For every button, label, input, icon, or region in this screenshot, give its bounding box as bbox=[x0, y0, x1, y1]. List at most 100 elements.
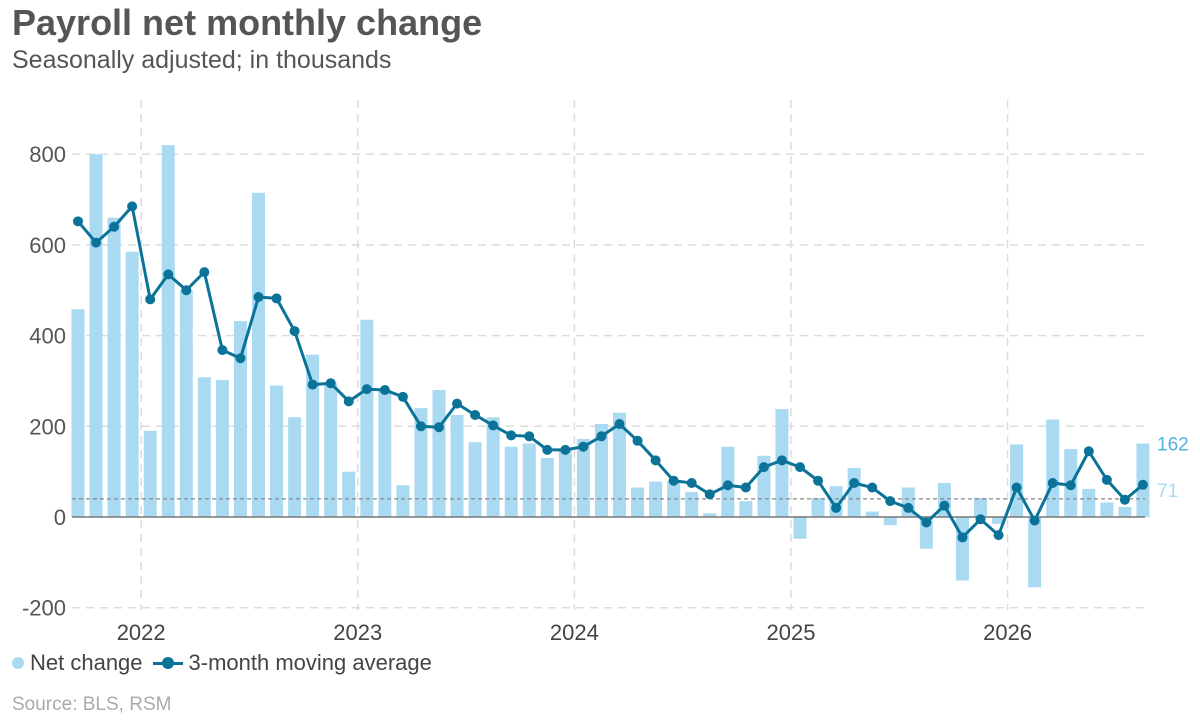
moving-average-point bbox=[452, 398, 463, 409]
bar bbox=[793, 517, 807, 539]
bar bbox=[197, 377, 211, 517]
y-tick-label: 800 bbox=[29, 142, 66, 167]
moving-average-point bbox=[758, 462, 769, 473]
moving-average-point bbox=[632, 435, 643, 446]
bar bbox=[594, 424, 608, 517]
moving-average-point bbox=[271, 293, 282, 304]
bar bbox=[1046, 419, 1060, 517]
moving-average-point bbox=[73, 216, 83, 227]
bar bbox=[540, 458, 554, 517]
moving-average-point bbox=[181, 285, 192, 296]
moving-average-point bbox=[596, 431, 607, 442]
moving-average-point bbox=[325, 378, 336, 389]
moving-average-point bbox=[813, 475, 824, 486]
moving-average-point bbox=[957, 532, 968, 543]
bar bbox=[143, 430, 157, 517]
moving-average-point bbox=[163, 269, 174, 280]
bar bbox=[631, 487, 645, 517]
moving-average-point bbox=[361, 384, 372, 395]
moving-average-point bbox=[849, 477, 860, 488]
moving-average-point bbox=[397, 391, 408, 402]
bar bbox=[522, 443, 536, 517]
moving-average-point bbox=[91, 237, 102, 248]
bar bbox=[1082, 488, 1096, 517]
bar-series bbox=[71, 145, 1150, 588]
moving-average-point bbox=[722, 480, 733, 491]
y-gridlines bbox=[72, 153, 1145, 609]
moving-average-point bbox=[650, 455, 661, 466]
bar bbox=[288, 417, 302, 517]
x-tick-label: 2024 bbox=[550, 620, 599, 645]
moving-average-point bbox=[686, 477, 697, 488]
moving-average-point bbox=[668, 475, 679, 486]
y-tick-label: -200 bbox=[22, 596, 66, 621]
bar bbox=[847, 468, 861, 517]
moving-average-point bbox=[1101, 474, 1112, 485]
moving-average-point bbox=[307, 379, 318, 390]
bar bbox=[974, 497, 987, 517]
moving-average-point bbox=[1083, 446, 1094, 457]
bar bbox=[1028, 517, 1042, 588]
bar bbox=[1100, 502, 1114, 517]
source-note: Source: BLS, RSM bbox=[12, 694, 172, 715]
x-tick-label: 2026 bbox=[983, 620, 1032, 645]
moving-average-point bbox=[939, 500, 950, 511]
y-tick-label: 0 bbox=[54, 505, 66, 530]
bar bbox=[576, 438, 590, 517]
bar bbox=[558, 448, 572, 517]
legend-label-net-change: Net change bbox=[30, 650, 143, 675]
moving-average-point bbox=[127, 201, 138, 212]
moving-average-point bbox=[1047, 477, 1058, 488]
moving-average-point bbox=[831, 502, 842, 513]
moving-average-point bbox=[740, 482, 751, 493]
bar bbox=[883, 517, 897, 526]
x-gridlines bbox=[140, 100, 1009, 610]
x-tick-label: 2023 bbox=[333, 620, 382, 645]
moving-average-point bbox=[434, 422, 444, 433]
bar bbox=[486, 417, 500, 517]
bar bbox=[89, 154, 103, 517]
moving-average-point bbox=[217, 345, 228, 356]
moving-average-point bbox=[379, 385, 390, 396]
moving-average-point bbox=[542, 444, 553, 455]
bar bbox=[432, 390, 446, 517]
moving-average-point bbox=[776, 455, 787, 466]
moving-average-point bbox=[415, 421, 426, 432]
moving-average-point bbox=[1029, 515, 1040, 526]
bar bbox=[324, 383, 338, 517]
moving-average-point bbox=[145, 294, 156, 305]
y-tick-labels: 800 600 400 200 0 -200 bbox=[22, 142, 66, 621]
bar bbox=[161, 145, 175, 517]
moving-average-point bbox=[199, 267, 210, 278]
bar bbox=[342, 471, 356, 517]
bar bbox=[703, 513, 717, 517]
legend-bar-swatch-icon bbox=[12, 657, 24, 669]
moving-average-point bbox=[795, 462, 805, 473]
x-tick-label: 2025 bbox=[766, 620, 815, 645]
moving-average-point bbox=[289, 326, 300, 337]
bar bbox=[504, 446, 518, 517]
moving-average-point bbox=[885, 496, 896, 507]
legend: Net change 3-month moving average bbox=[12, 650, 442, 676]
bar bbox=[414, 408, 428, 517]
y-tick-label: 400 bbox=[29, 324, 66, 349]
chart-subtitle: Seasonally adjusted; in thousands bbox=[12, 46, 392, 74]
bar bbox=[125, 251, 139, 517]
moving-average-point bbox=[704, 489, 715, 500]
legend-item-moving-average: 3-month moving average bbox=[152, 650, 432, 676]
moving-average-point bbox=[506, 430, 517, 441]
bar bbox=[739, 501, 753, 517]
moving-average-point bbox=[1137, 479, 1148, 490]
moving-average-point bbox=[993, 530, 1004, 541]
bar bbox=[865, 511, 879, 517]
bar bbox=[252, 192, 265, 517]
chart-title: Payroll net monthly change bbox=[12, 2, 483, 43]
moving-average-point bbox=[524, 431, 535, 442]
moving-average-point bbox=[1065, 480, 1076, 491]
moving-average-point bbox=[614, 419, 625, 430]
bar bbox=[450, 414, 464, 517]
legend-item-net-change: Net change bbox=[12, 650, 143, 676]
moving-average-point bbox=[578, 441, 589, 452]
moving-average-point bbox=[235, 353, 246, 364]
